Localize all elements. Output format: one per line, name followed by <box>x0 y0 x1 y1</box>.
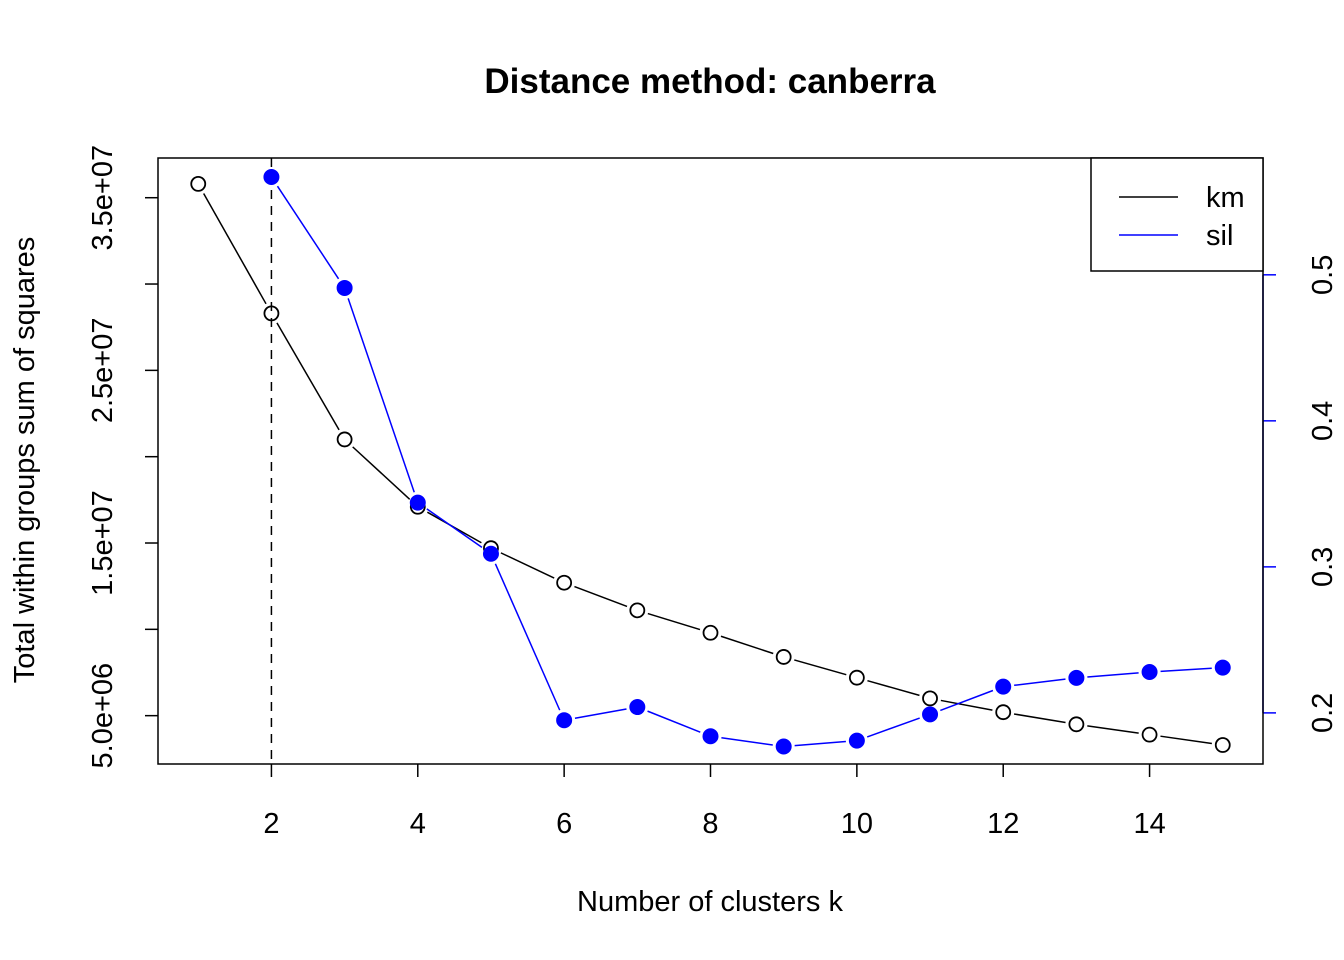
sil-segment <box>1160 667 1212 673</box>
legend-box <box>1090 157 1264 272</box>
legend: km sil <box>1090 157 1264 272</box>
sil-point <box>263 168 280 185</box>
x-tick-label: 10 <box>841 808 873 840</box>
legend-label-sil: sil <box>1206 220 1233 252</box>
y-tick-label: 2.5e+07 <box>87 318 119 424</box>
km-segment <box>1160 735 1212 745</box>
sil-point <box>702 728 719 745</box>
km-point <box>848 669 865 686</box>
y2-tick-label: 0.2 <box>1307 693 1339 733</box>
km-segment <box>276 322 340 431</box>
sil-segment <box>276 185 340 280</box>
km-segment <box>867 679 920 697</box>
chart-title: Distance method: canberra <box>484 62 936 101</box>
plot-frame <box>157 157 1264 765</box>
km-segment <box>352 446 411 500</box>
sil-segment <box>1087 672 1139 678</box>
km-point <box>263 305 280 322</box>
y-tick-label: 1.5e+07 <box>87 490 119 596</box>
y2-tick-label: 0.3 <box>1307 547 1339 587</box>
sil-segment <box>494 563 561 711</box>
x-tick-label: 2 <box>263 808 279 840</box>
sil-point <box>409 494 426 511</box>
sil-point <box>1141 664 1158 681</box>
sil-segment <box>721 737 773 746</box>
sil-point <box>1068 669 1085 686</box>
km-segment <box>647 612 701 631</box>
km-segment <box>794 659 847 676</box>
km-point <box>1214 737 1231 753</box>
y2-tick-label: 0.5 <box>1307 255 1339 295</box>
x-tick-label: 14 <box>1133 808 1165 840</box>
km-segment <box>203 193 267 305</box>
km-point <box>190 175 207 192</box>
y-axis-label: Total within groups sum of squares <box>9 237 41 684</box>
sil-point <box>922 706 939 723</box>
y2-tick-label: 0.4 <box>1307 401 1339 441</box>
x-tick-label: 8 <box>702 808 718 840</box>
plot-layer: 2 4 6 8 10 12 14 5.0e+06 1.5e+07 2.5e+07 3.5e+07 0.… <box>87 145 1339 840</box>
x-axis-label: Number of clusters k <box>577 886 843 918</box>
km-point <box>556 574 573 591</box>
km-point <box>702 624 719 641</box>
km-segment <box>1013 713 1066 724</box>
km-point <box>1068 716 1085 733</box>
km-point <box>775 649 792 665</box>
sil-point <box>482 545 499 562</box>
sil-segment <box>1014 678 1066 687</box>
sil-segment <box>866 717 920 738</box>
legend-label-km: km <box>1206 182 1245 214</box>
sil-point <box>848 732 865 749</box>
km-segment <box>574 585 628 608</box>
sil-point <box>995 678 1012 695</box>
km-segment <box>720 635 774 655</box>
sil-segment <box>794 740 846 747</box>
sil-point <box>775 738 792 755</box>
km-point <box>1141 726 1158 743</box>
km-segment <box>500 552 555 579</box>
sil-segment <box>347 298 415 493</box>
sil-point <box>556 712 573 729</box>
km-point <box>922 690 938 707</box>
sil-point <box>1214 659 1231 676</box>
km-segment <box>940 699 993 711</box>
km-point <box>336 431 353 448</box>
km-segment <box>1087 725 1139 734</box>
sil-segment <box>574 708 627 719</box>
x-tick-label: 12 <box>987 808 1019 840</box>
sil-segment <box>426 508 483 549</box>
sil-segment <box>940 689 994 712</box>
y-tick-label: 3.5e+07 <box>87 145 119 251</box>
sil-segment <box>647 710 701 733</box>
sil-point <box>629 699 646 716</box>
y-tick-label: 5.0e+06 <box>87 663 119 769</box>
x-tick-label: 6 <box>556 808 572 840</box>
x-tick-label: 4 <box>410 808 426 840</box>
sil-point <box>336 279 353 296</box>
km-point <box>995 704 1012 721</box>
km-point <box>629 602 646 619</box>
